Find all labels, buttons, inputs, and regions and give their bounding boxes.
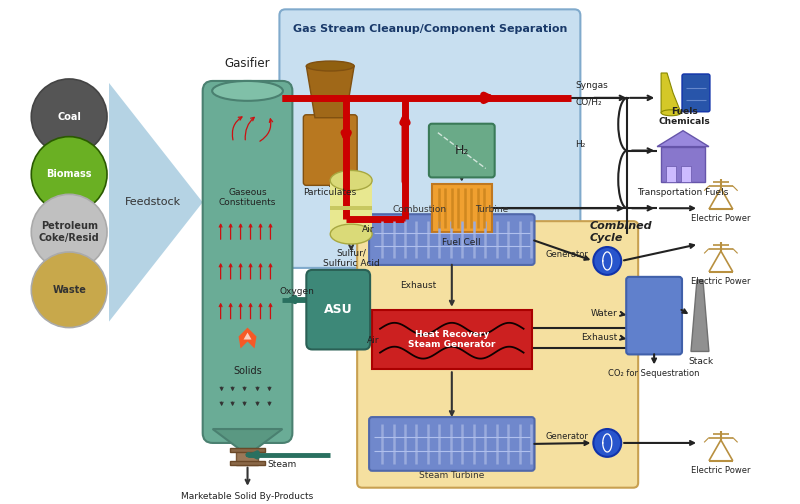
Ellipse shape bbox=[212, 81, 283, 101]
Polygon shape bbox=[306, 66, 354, 118]
Circle shape bbox=[594, 247, 622, 275]
Text: Water: Water bbox=[590, 309, 618, 318]
Bar bbox=[666, 166, 676, 182]
FancyBboxPatch shape bbox=[369, 417, 534, 471]
Polygon shape bbox=[243, 333, 251, 340]
Bar bbox=[230, 448, 265, 452]
Text: Particulates: Particulates bbox=[304, 188, 357, 197]
Text: Electric Power: Electric Power bbox=[691, 277, 750, 286]
Bar bbox=[681, 166, 691, 182]
Bar bbox=[236, 449, 258, 465]
FancyBboxPatch shape bbox=[682, 74, 710, 112]
Text: CO₂ for Sequestration: CO₂ for Sequestration bbox=[608, 369, 700, 378]
Bar bbox=[432, 184, 492, 232]
FancyBboxPatch shape bbox=[303, 115, 357, 185]
Circle shape bbox=[594, 429, 622, 457]
Polygon shape bbox=[213, 429, 282, 449]
Text: Petroleum
Coke/Resid: Petroleum Coke/Resid bbox=[38, 221, 99, 243]
Bar bbox=[330, 206, 372, 210]
FancyBboxPatch shape bbox=[279, 10, 580, 268]
Ellipse shape bbox=[306, 61, 354, 71]
Text: Combustion: Combustion bbox=[393, 205, 447, 214]
Polygon shape bbox=[661, 73, 681, 113]
Text: H₂: H₂ bbox=[454, 144, 469, 157]
Text: Air: Air bbox=[367, 336, 379, 345]
Text: ASU: ASU bbox=[324, 303, 353, 316]
FancyBboxPatch shape bbox=[306, 270, 370, 349]
Text: CO/H₂: CO/H₂ bbox=[575, 97, 602, 106]
Circle shape bbox=[31, 137, 107, 212]
FancyBboxPatch shape bbox=[202, 81, 292, 443]
Text: Waste: Waste bbox=[52, 285, 86, 295]
FancyBboxPatch shape bbox=[626, 277, 682, 354]
Ellipse shape bbox=[330, 224, 372, 244]
Text: Steam: Steam bbox=[268, 460, 297, 469]
Text: Fuels
Chemicals: Fuels Chemicals bbox=[658, 107, 710, 127]
Text: Sulfur/
Sulfuric Acid: Sulfur/ Sulfuric Acid bbox=[322, 248, 379, 268]
Text: Stack: Stack bbox=[688, 357, 714, 366]
Text: Marketable Solid By-Products: Marketable Solid By-Products bbox=[182, 492, 314, 501]
Circle shape bbox=[31, 252, 107, 328]
Bar bbox=[330, 182, 372, 234]
Polygon shape bbox=[691, 280, 709, 351]
Text: Biomass: Biomass bbox=[46, 169, 92, 179]
Text: Air: Air bbox=[362, 225, 374, 234]
Text: Oxygen: Oxygen bbox=[280, 287, 314, 296]
Text: Gasifier: Gasifier bbox=[225, 56, 270, 70]
Ellipse shape bbox=[330, 170, 372, 191]
Circle shape bbox=[31, 195, 107, 270]
Text: Steam Turbine: Steam Turbine bbox=[419, 471, 485, 480]
Text: Solids: Solids bbox=[233, 366, 262, 376]
Text: Electric Power: Electric Power bbox=[691, 466, 750, 475]
Text: Heat Recovery
Steam Generator: Heat Recovery Steam Generator bbox=[408, 330, 495, 349]
Text: Gas Stream Cleanup/Component Separation: Gas Stream Cleanup/Component Separation bbox=[293, 24, 567, 34]
Text: Coal: Coal bbox=[58, 112, 81, 122]
FancyBboxPatch shape bbox=[369, 214, 534, 265]
Polygon shape bbox=[657, 131, 709, 147]
Text: Transportation Fuels: Transportation Fuels bbox=[638, 188, 729, 197]
Text: Generator: Generator bbox=[546, 432, 588, 442]
Text: Fuel Cell: Fuel Cell bbox=[442, 237, 481, 246]
Text: Gaseous
Constituents: Gaseous Constituents bbox=[219, 187, 276, 207]
FancyBboxPatch shape bbox=[357, 221, 638, 488]
Text: H₂: H₂ bbox=[575, 140, 586, 149]
FancyBboxPatch shape bbox=[429, 123, 494, 177]
Bar bbox=[230, 461, 265, 465]
Text: Electric Power: Electric Power bbox=[691, 214, 750, 223]
Text: Combined
Cycle: Combined Cycle bbox=[590, 221, 652, 243]
Polygon shape bbox=[109, 83, 202, 322]
Bar bbox=[372, 309, 531, 369]
Text: Generator: Generator bbox=[546, 250, 588, 260]
Text: Syngas: Syngas bbox=[575, 82, 608, 90]
Circle shape bbox=[31, 79, 107, 155]
Text: Feedstock: Feedstock bbox=[125, 197, 181, 207]
Bar bbox=[661, 147, 705, 182]
Text: Exhaust: Exhaust bbox=[581, 333, 618, 342]
Polygon shape bbox=[238, 328, 257, 348]
Ellipse shape bbox=[661, 110, 681, 116]
Text: Turbine: Turbine bbox=[475, 205, 508, 214]
Text: Exhaust: Exhaust bbox=[400, 281, 436, 290]
